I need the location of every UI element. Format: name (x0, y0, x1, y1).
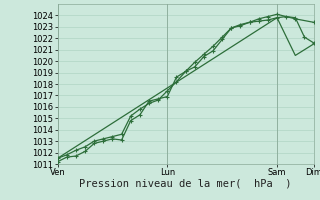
X-axis label: Pression niveau de la mer(  hPa  ): Pression niveau de la mer( hPa ) (79, 179, 292, 189)
